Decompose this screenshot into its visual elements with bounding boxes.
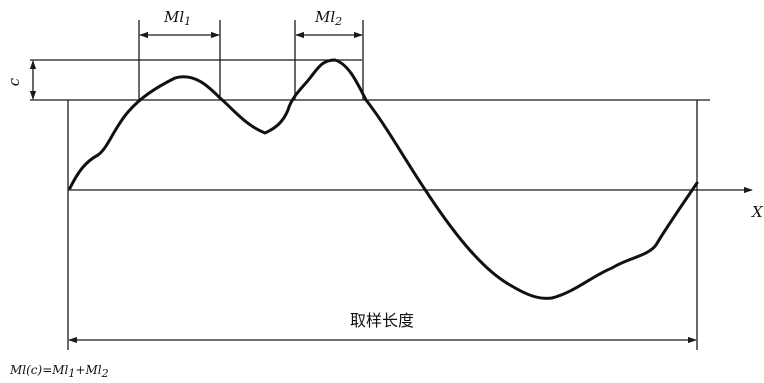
surface-profile-curve (68, 58, 699, 300)
c-label: c (5, 77, 23, 86)
sampling-length-label: 取样长度 (350, 311, 414, 330)
formula-label: Ml(c)=Ml1+Ml2 (9, 363, 109, 380)
ml1-label: Ml1 (163, 8, 191, 28)
x-axis-label: X (751, 203, 764, 221)
ml2-label: Ml2 (314, 8, 342, 28)
